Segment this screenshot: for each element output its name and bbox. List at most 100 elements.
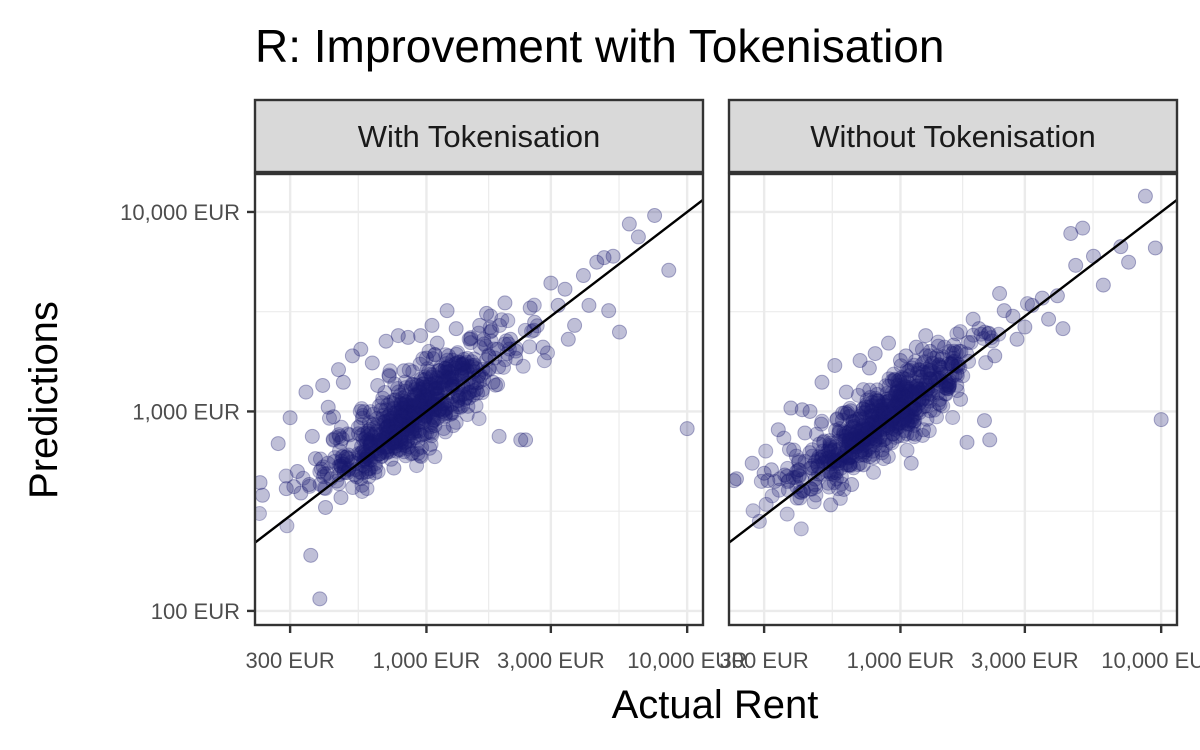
- data-point: [835, 405, 851, 421]
- data-point: [779, 506, 795, 522]
- data-point: [438, 405, 454, 421]
- data-point: [862, 408, 878, 424]
- data-point: [358, 446, 374, 462]
- data-point: [836, 433, 852, 449]
- data-point: [945, 409, 961, 425]
- data-point: [430, 391, 446, 407]
- data-point: [887, 422, 903, 438]
- data-point: [382, 363, 398, 379]
- data-point: [918, 348, 934, 364]
- data-point: [301, 477, 317, 493]
- data-point: [367, 426, 383, 442]
- data-point: [361, 415, 377, 431]
- data-point: [822, 433, 838, 449]
- data-point: [903, 381, 919, 397]
- data-point: [895, 387, 911, 403]
- data-point: [416, 426, 432, 442]
- data-point: [403, 446, 419, 462]
- data-point: [420, 391, 436, 407]
- data-point: [838, 384, 854, 400]
- data-point: [406, 401, 422, 417]
- data-point: [1063, 225, 1079, 241]
- data-point: [987, 348, 1003, 364]
- data-point: [976, 413, 992, 429]
- data-point: [423, 403, 439, 419]
- data-point: [397, 435, 413, 451]
- data-point: [389, 415, 405, 431]
- data-point: [887, 429, 903, 445]
- data-point: [875, 396, 891, 412]
- data-point: [1055, 321, 1071, 337]
- data-point: [894, 369, 910, 385]
- data-point: [397, 388, 413, 404]
- data-point: [293, 485, 309, 501]
- data-point: [949, 326, 965, 342]
- data-point: [833, 468, 849, 484]
- data-point: [417, 369, 433, 385]
- data-point: [471, 367, 487, 383]
- data-point: [821, 444, 837, 460]
- data-point: [851, 411, 867, 427]
- data-point: [977, 324, 993, 340]
- data-point: [376, 414, 392, 430]
- data-point: [459, 364, 475, 380]
- data-point: [868, 432, 884, 448]
- data-point: [437, 402, 453, 418]
- data-point: [589, 254, 605, 270]
- data-point: [866, 414, 882, 430]
- data-point: [811, 436, 827, 452]
- data-point: [433, 375, 449, 391]
- data-point: [804, 460, 820, 476]
- data-point: [500, 313, 516, 329]
- data-point: [370, 417, 386, 433]
- data-point: [887, 371, 903, 387]
- data-point: [353, 471, 369, 487]
- data-point: [893, 358, 909, 374]
- data-point: [829, 412, 845, 428]
- data-point: [892, 353, 908, 369]
- x-tick-label: 300 EUR: [719, 648, 808, 673]
- data-point: [454, 356, 470, 372]
- data-point: [325, 431, 341, 447]
- data-point: [932, 370, 948, 386]
- data-point: [460, 376, 476, 392]
- data-point: [393, 404, 409, 420]
- data-point: [388, 413, 404, 429]
- data-point: [515, 358, 531, 374]
- data-point: [781, 441, 797, 457]
- data-point: [931, 357, 947, 373]
- data-point: [914, 372, 930, 388]
- data-point: [910, 380, 926, 396]
- data-point: [770, 422, 786, 438]
- data-point: [791, 467, 807, 483]
- data-point: [539, 345, 555, 361]
- data-point: [845, 414, 861, 430]
- data-point: [412, 448, 428, 464]
- data-point: [887, 372, 903, 388]
- data-point: [869, 392, 885, 408]
- data-point: [889, 384, 905, 400]
- data-point: [371, 427, 387, 443]
- data-point: [899, 362, 915, 378]
- data-point: [869, 406, 885, 422]
- data-point: [374, 395, 390, 411]
- data-point: [888, 388, 904, 404]
- data-point: [791, 462, 807, 478]
- data-point: [922, 343, 938, 359]
- data-point: [447, 360, 463, 376]
- data-point: [443, 370, 459, 386]
- data-point: [375, 411, 391, 427]
- data-point: [876, 412, 892, 428]
- data-point: [471, 411, 487, 427]
- data-point: [857, 405, 873, 421]
- data-point: [946, 353, 962, 369]
- data-point: [522, 339, 538, 355]
- data-point: [367, 456, 383, 472]
- data-point: [842, 400, 858, 416]
- data-point: [884, 385, 900, 401]
- data-point: [403, 404, 419, 420]
- data-point: [846, 436, 862, 452]
- data-point: [892, 415, 908, 431]
- data-point: [771, 482, 787, 498]
- data-point: [890, 395, 906, 411]
